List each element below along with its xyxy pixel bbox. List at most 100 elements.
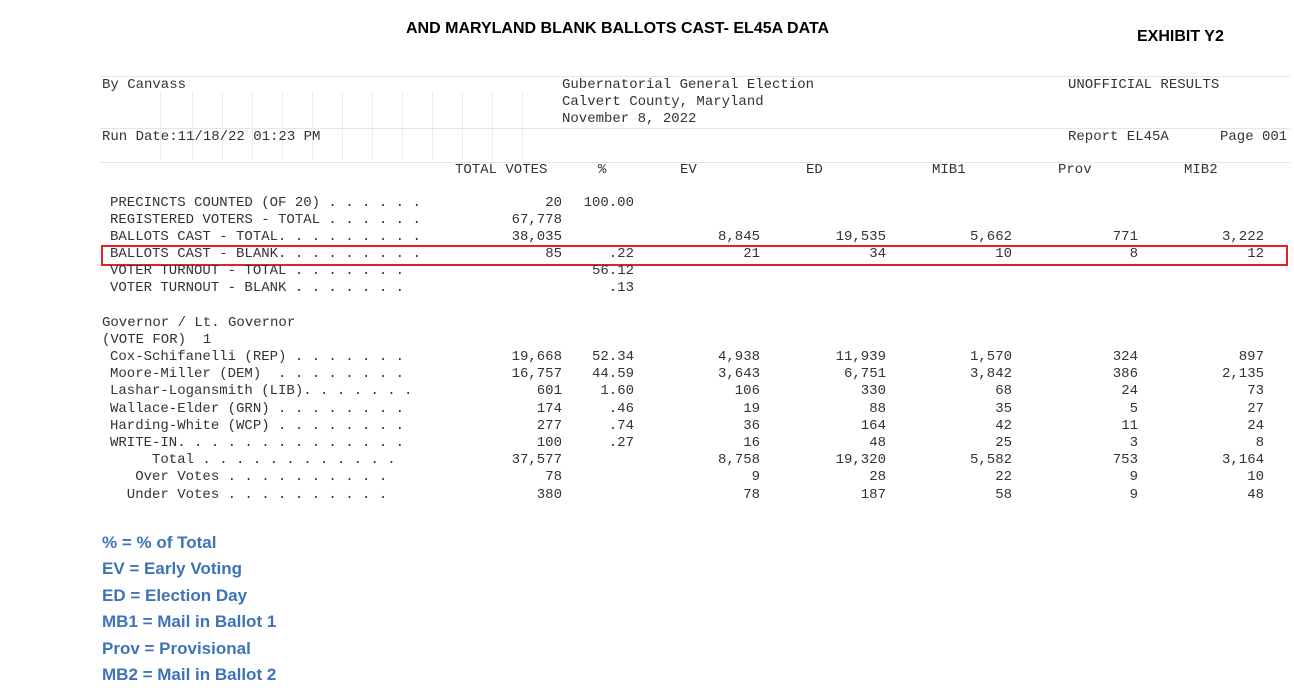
- cell-ev: 36: [743, 417, 760, 434]
- cell-mib2: 3,164: [1221, 452, 1264, 469]
- cell-mib1: 25: [995, 435, 1012, 451]
- report-election: Gubernatorial General Election: [562, 77, 815, 93]
- report-date: November 8, 2022: [562, 111, 697, 127]
- row-label: Over Votes . . . . . . . . . .: [110, 469, 388, 486]
- cell-ed: 88: [869, 400, 886, 417]
- page-title: AND MARYLAND BLANK BALLOTS CAST- EL45A D…: [406, 20, 830, 37]
- row-label: Harding-White (WCP) . . . . . . . .: [110, 417, 405, 434]
- cell-total: 601: [536, 383, 562, 400]
- table-row: BALLOTS CAST - TOTAL. . . . . . . . . 38,…: [0, 229, 1294, 246]
- cell-pct: 52.34: [591, 349, 634, 365]
- row-label: BALLOTS CAST - BLANK. . . . . . . . .: [110, 246, 421, 262]
- row-label: REGISTERED VOTERS - TOTAL . . . . . .: [110, 212, 421, 228]
- cell-ev: 4,938: [717, 349, 760, 365]
- cell-ed: 11,939: [835, 349, 886, 365]
- cell-mib1: 5,662: [969, 229, 1012, 245]
- table-row: Total . . . . . . . . . . . . 37,577 8,758…: [0, 452, 1294, 469]
- contest-vote-for: (VOTE FOR) 1: [102, 332, 212, 348]
- cell-prov: 753: [1112, 452, 1138, 469]
- cell-total: 37,577: [511, 452, 562, 469]
- cell-pct: 100.00: [583, 195, 634, 211]
- cell-mib1: 5,582: [969, 452, 1012, 469]
- cell-ev: 8,845: [717, 229, 760, 245]
- legend-item: ED = Election Day: [102, 585, 248, 605]
- table-row: Moore-Miller (DEM) . . . . . . . . 16,757…: [0, 366, 1294, 383]
- row-label: WRITE-IN. . . . . . . . . . . . . .: [110, 435, 405, 451]
- cell-ed: 164: [860, 417, 886, 434]
- col-total-votes: TOTAL VOTES: [455, 162, 548, 178]
- row-label: Wallace-Elder (GRN) . . . . . . . .: [110, 400, 405, 417]
- report-by: By Canvass: [102, 77, 187, 93]
- cell-prov: 24: [1121, 383, 1138, 400]
- cell-total: 19,668: [511, 349, 562, 365]
- row-label: Moore-Miller (DEM) . . . . . . . .: [110, 366, 405, 383]
- cell-mib2: 897: [1238, 349, 1264, 365]
- cell-total: 38,035: [511, 229, 562, 245]
- table-row: Harding-White (WCP) . . . . . . . . 277 .7…: [0, 418, 1294, 435]
- cell-pct: .13: [608, 280, 634, 296]
- row-label: BALLOTS CAST - TOTAL. . . . . . . . .: [110, 229, 421, 245]
- cell-mib2: 8: [1255, 435, 1264, 451]
- cell-prov: 386: [1112, 366, 1138, 383]
- cell-ev: 19: [743, 400, 760, 417]
- cell-mib1: 42: [995, 417, 1012, 434]
- legend-item: MB1 = Mail in Ballot 1: [102, 612, 277, 632]
- cell-mib2: 2,135: [1221, 366, 1264, 383]
- cell-ed: 48: [869, 435, 886, 451]
- cell-pct: 1.60: [600, 383, 634, 400]
- cell-ev: 16: [743, 435, 760, 451]
- cell-mib2: 3,222: [1221, 229, 1264, 245]
- cell-pct: .74: [608, 417, 634, 434]
- cell-ev: 78: [743, 486, 760, 503]
- cell-prov: 8: [1129, 246, 1138, 262]
- cell-ev: 106: [734, 383, 760, 400]
- blank-ballots-highlight: [101, 245, 1288, 266]
- report-id: Report EL45A: [1068, 129, 1169, 145]
- cell-ed: 19,320: [835, 452, 886, 469]
- cell-mib2: 48: [1247, 486, 1264, 503]
- cell-prov: 5: [1129, 400, 1138, 417]
- col-mib2: MIB2: [1184, 162, 1218, 178]
- cell-prov: 9: [1129, 486, 1138, 503]
- cell-ed: 330: [860, 383, 886, 400]
- cell-prov: 3: [1129, 435, 1138, 451]
- report-status: UNOFFICIAL RESULTS: [1068, 77, 1220, 93]
- table-row: VOTER TURNOUT - TOTAL . . . . . . . 56.12: [0, 263, 1294, 280]
- cell-total: 100: [536, 435, 562, 451]
- table-row: Cox-Schifanelli (REP) . . . . . . . 19,66…: [0, 349, 1294, 366]
- cell-pct: .27: [608, 435, 634, 451]
- cell-ev: 3,643: [717, 366, 760, 383]
- cell-mib2: 27: [1247, 400, 1264, 417]
- table-row: WRITE-IN. . . . . . . . . . . . . . 100 .2…: [0, 435, 1294, 452]
- table-row: PRECINCTS COUNTED (OF 20) . . . . . . 20 1…: [0, 195, 1294, 212]
- row-label: Under Votes . . . . . . . . . .: [110, 486, 388, 503]
- cell-pct: 44.59: [591, 366, 634, 383]
- row-label: VOTER TURNOUT - TOTAL . . . . . . .: [110, 263, 405, 279]
- contest-title: Governor / Lt. Governor: [102, 315, 296, 331]
- report-county: Calvert County, Maryland: [562, 94, 764, 110]
- cell-total: 67,778: [511, 212, 562, 228]
- cell-ed: 28: [869, 469, 886, 486]
- cell-mib2: 10: [1247, 469, 1264, 486]
- cell-mib1: 58: [995, 486, 1012, 503]
- cell-ed: 187: [860, 486, 886, 503]
- cell-mib2: 12: [1247, 246, 1264, 262]
- cell-mib1: 68: [995, 383, 1012, 400]
- cell-total: 78: [545, 469, 562, 486]
- row-label: VOTER TURNOUT - BLANK . . . . . . .: [110, 280, 405, 296]
- cell-pct: .22: [608, 246, 634, 262]
- cell-prov: 324: [1112, 349, 1138, 365]
- cell-prov: 9: [1129, 469, 1138, 486]
- table-row: BALLOTS CAST - BLANK. . . . . . . . . 85.…: [0, 246, 1294, 263]
- cell-prov: 771: [1112, 229, 1138, 245]
- cell-total: 16,757: [511, 366, 562, 383]
- cell-mib1: 10: [995, 246, 1012, 262]
- report-run-date: Run Date:11/18/22 01:23 PM: [102, 129, 321, 145]
- table-row: Lashar-Logansmith (LIB). . . . . . . 601 1…: [0, 383, 1294, 400]
- cell-ed: 34: [869, 246, 886, 262]
- cell-pct: .46: [608, 400, 634, 417]
- col-pct: %: [598, 162, 607, 178]
- table-row: REGISTERED VOTERS - TOTAL . . . . . . 67,…: [0, 212, 1294, 229]
- cell-total: 20: [545, 195, 562, 211]
- cell-mib1: 3,842: [969, 366, 1012, 383]
